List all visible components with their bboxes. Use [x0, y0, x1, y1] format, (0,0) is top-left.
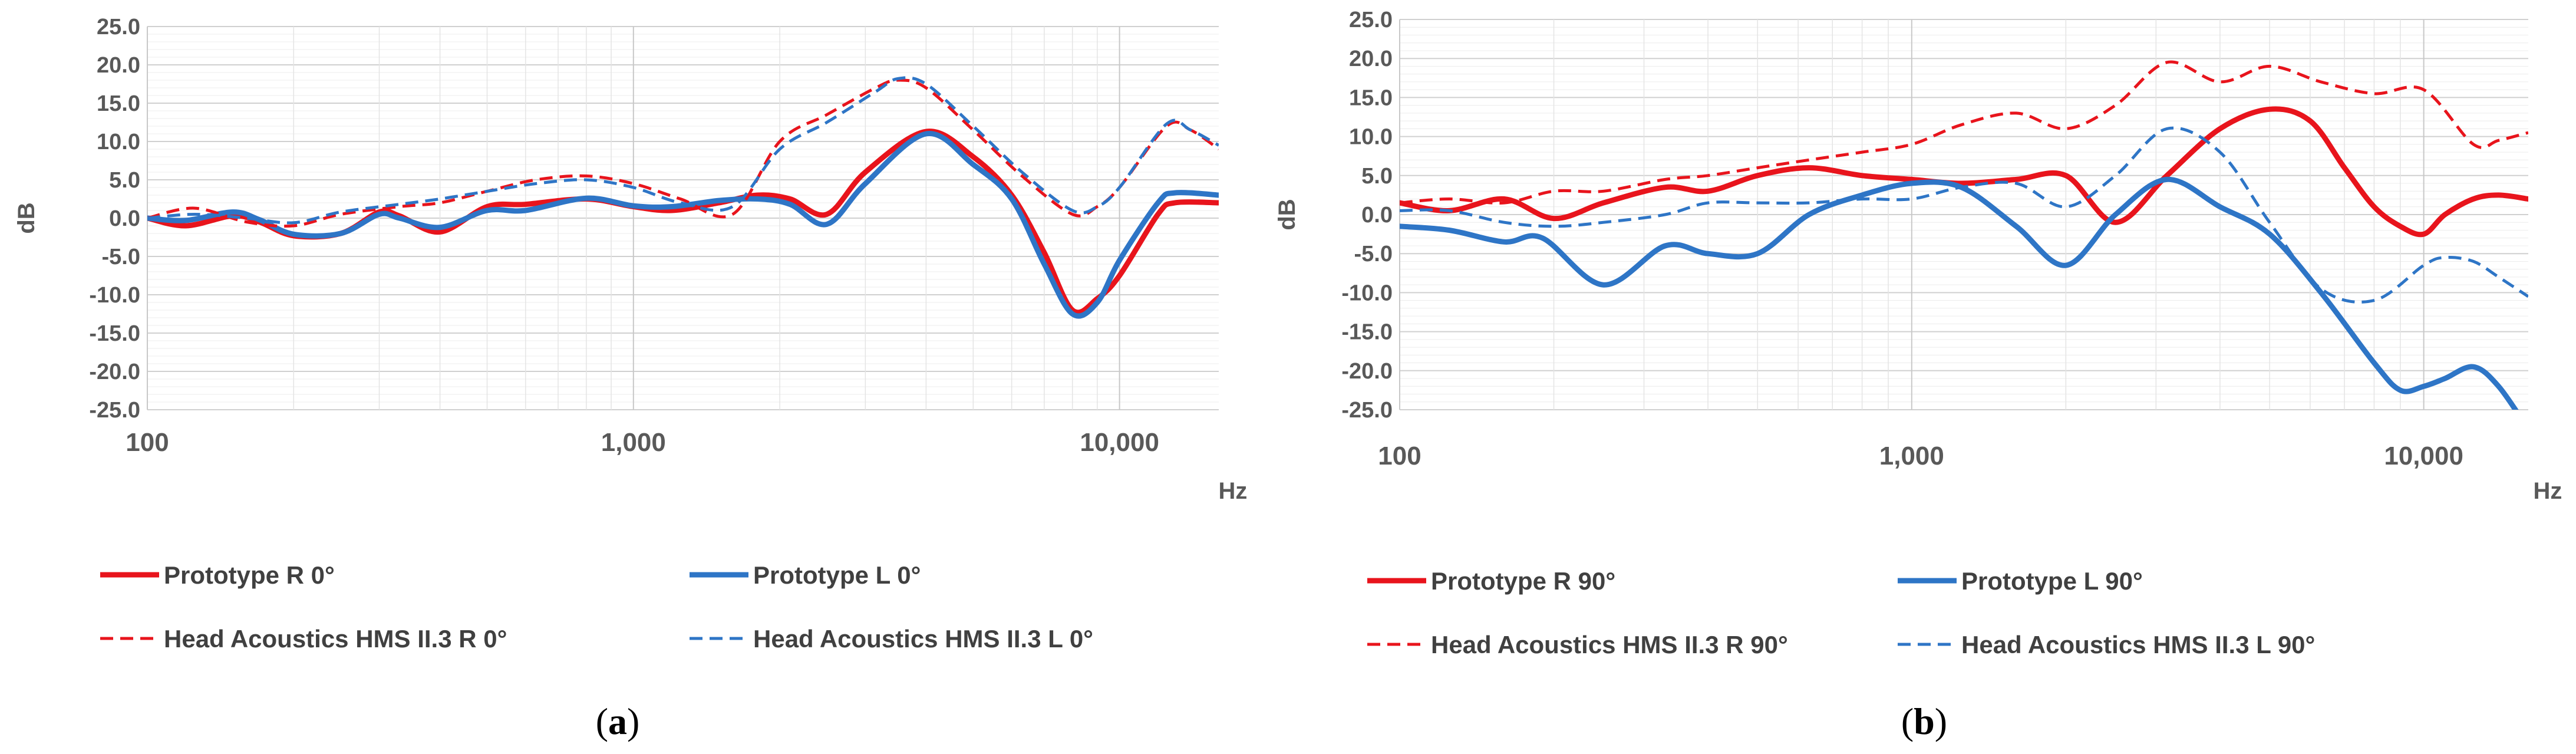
y-tick-label: -15.0	[1341, 320, 1393, 345]
y-tick-label: 5.0	[1361, 164, 1393, 189]
x-tick-label: 1,000	[1879, 442, 1944, 470]
y-tick-label: 0.0	[109, 206, 140, 231]
y-tick-label: 0.0	[1361, 203, 1393, 228]
x-tick-label: 10,000	[1080, 428, 1159, 457]
y-tick-label: 25.0	[1349, 8, 1393, 32]
x-tick-label: 10,000	[2384, 442, 2463, 470]
grid	[1399, 19, 2528, 410]
series-line	[1400, 106, 2528, 238]
x-tick-label: 100	[126, 428, 169, 457]
y-axis-label: dB	[1274, 199, 1300, 230]
panel-label: (b)	[1901, 700, 1947, 742]
legend-label: Prototype R 0°	[164, 561, 335, 589]
legend-label: Head Acoustics HMS II.3 R 0°	[164, 625, 507, 653]
y-tick-label: 20.0	[97, 53, 140, 78]
series-group	[147, 76, 1219, 319]
series-line	[147, 131, 1219, 319]
y-tick-label: -5.0	[1354, 242, 1393, 266]
y-tick-label: -5.0	[102, 245, 140, 269]
y-tick-label: 20.0	[1349, 47, 1393, 71]
y-tick-label: 10.0	[97, 130, 140, 154]
legend: Prototype R 0° Prototype L 0° Head Acousti…	[100, 561, 1093, 653]
y-tick-label: -15.0	[89, 321, 140, 346]
y-tick-label: -25.0	[89, 398, 140, 423]
grid	[147, 26, 1219, 410]
x-tick-label: 1,000	[601, 428, 666, 457]
series-line	[147, 78, 1219, 228]
x-axis-label: Hz	[1219, 478, 1248, 504]
series-line	[1400, 126, 2528, 304]
panel-label: (a)	[596, 700, 640, 742]
x-tick-label: 100	[1378, 442, 1421, 470]
legend-label: Head Acoustics HMS II.3 L 0°	[753, 625, 1093, 653]
legend-label: Prototype R 90°	[1431, 567, 1615, 595]
y-tick-label: -10.0	[1341, 281, 1393, 305]
y-tick-label: -20.0	[89, 360, 140, 384]
y-tick-label: -25.0	[1341, 398, 1393, 423]
y-tick-label: -10.0	[89, 283, 140, 308]
y-tick-label: 15.0	[1349, 85, 1393, 110]
y-tick-label: 15.0	[97, 91, 140, 116]
legend: Prototype R 90° Prototype L 90° Head Acous…	[1367, 567, 2315, 658]
y-tick-label: 25.0	[97, 15, 140, 39]
series-line	[1400, 176, 2519, 410]
y-axis-label: dB	[14, 202, 39, 233]
series-line	[147, 76, 1219, 225]
series-group	[1400, 60, 2528, 410]
panel-a: 25.0 20.0 15.0 10.0 5.0 0.0 -5.0 -10.0 -15.0 -20.…	[14, 15, 1247, 742]
y-tick-label: -20.0	[1341, 359, 1393, 384]
y-tick-label: 10.0	[1349, 125, 1393, 150]
legend-label: Head Acoustics HMS II.3 L 90°	[1961, 631, 2315, 658]
legend-label: Head Acoustics HMS II.3 R 90°	[1431, 631, 1788, 658]
x-axis-label: Hz	[2534, 478, 2562, 504]
panel-b: 25.0 20.0 15.0 10.0 5.0 0.0 -5.0 -10.0 -15.0 -20.…	[1274, 8, 2562, 742]
legend-label: Prototype L 90°	[1961, 567, 2143, 595]
legend-label: Prototype L 0°	[753, 561, 921, 589]
y-tick-label: 5.0	[109, 168, 140, 193]
